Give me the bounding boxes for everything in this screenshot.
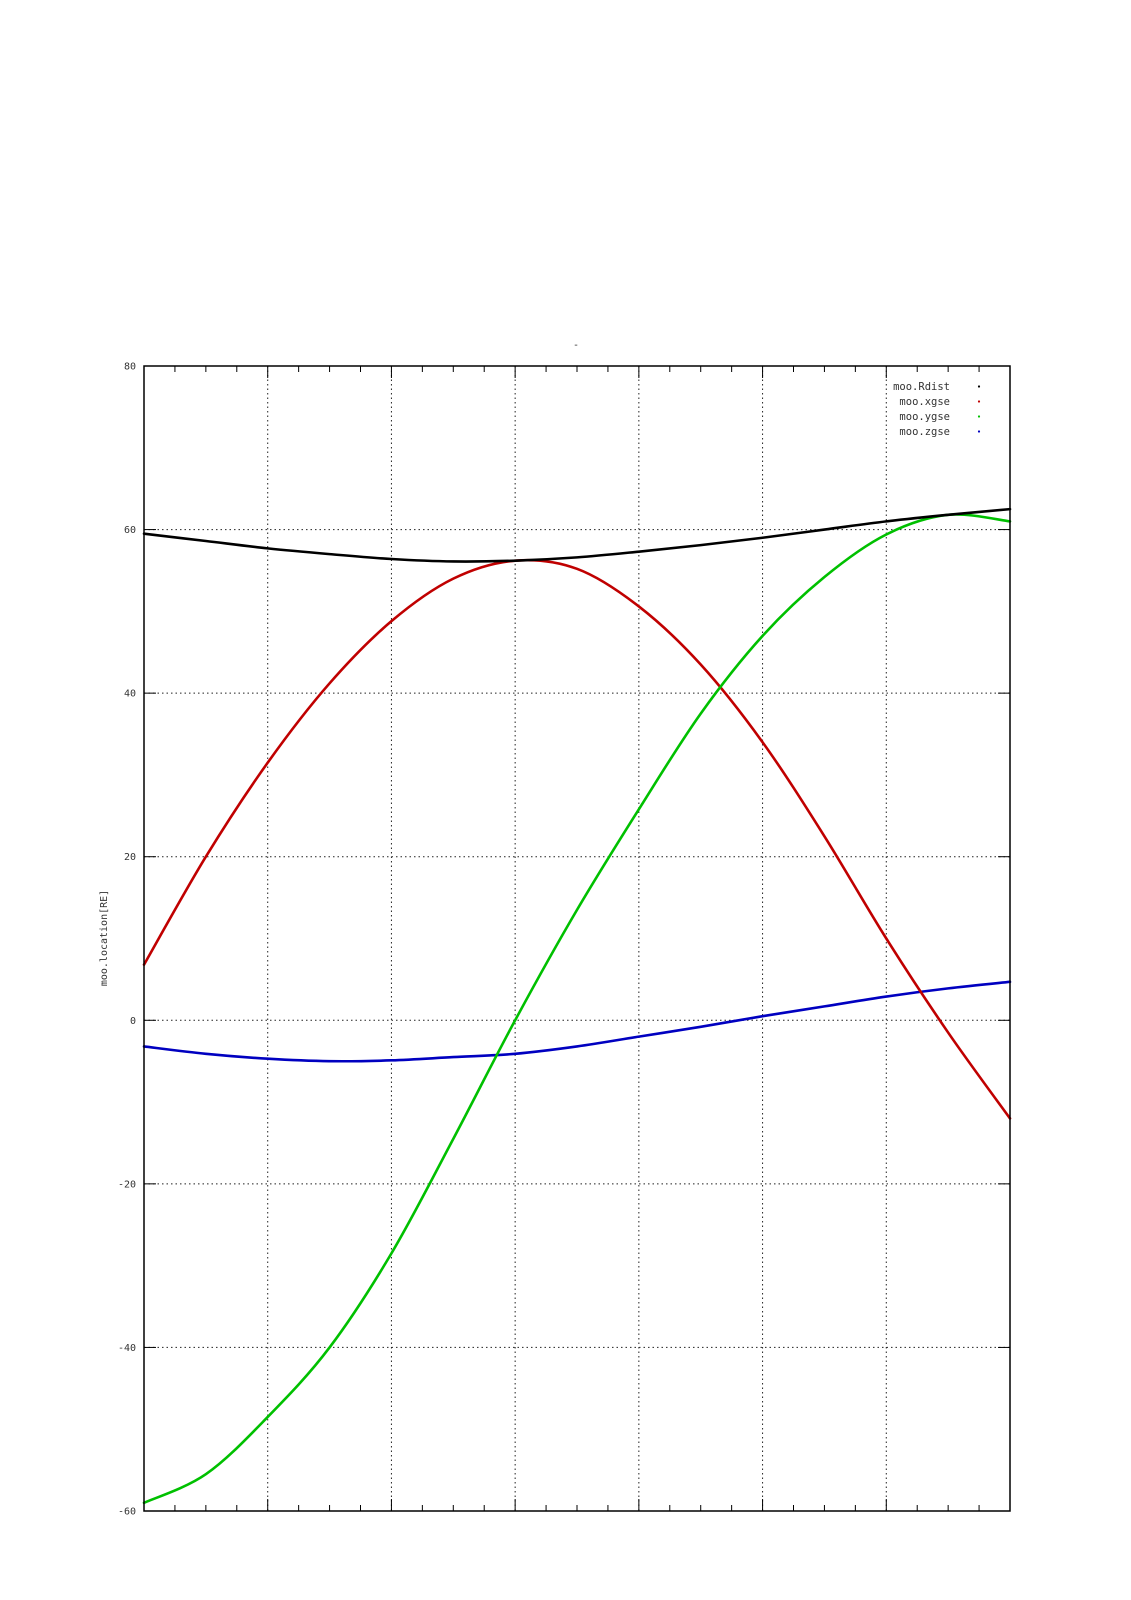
series-line-moo-xgse — [142, 558, 1012, 1120]
series-layer — [142, 507, 1012, 1505]
legend: moo.Rdist moo.xgse moo.ygse moo.zgse — [893, 381, 981, 438]
legend-marker — [977, 400, 981, 403]
series-line-moo-ygse — [142, 513, 1012, 1505]
series-line-moo-zgse — [142, 980, 1012, 1063]
legend-marker — [977, 415, 981, 418]
y-tick-label: -60 — [118, 1507, 136, 1518]
legend-label: moo.ygse — [899, 411, 950, 423]
grid-layer — [144, 366, 1010, 1511]
legend-label: moo.zgse — [899, 426, 950, 438]
plot-frame — [143, 365, 1011, 1512]
chart-title-mark: - — [573, 340, 579, 351]
tick-layer: -60 -40 -20 0 20 40 60 80 — [118, 362, 1011, 1518]
legend-label: moo.Rdist — [893, 381, 950, 393]
y-tick-label: 0 — [130, 1016, 136, 1027]
legend-marker — [977, 385, 981, 388]
y-tick-label: 20 — [124, 852, 136, 863]
y-tick-label: 40 — [124, 689, 136, 700]
y-tick-label: -20 — [118, 1179, 136, 1190]
legend-label: moo.xgse — [899, 396, 950, 408]
y-tick-label: 60 — [124, 525, 136, 536]
legend-marker — [977, 430, 981, 433]
y-tick-label: -40 — [118, 1343, 136, 1354]
y-axis-label: moo.location[RE] — [99, 890, 110, 986]
y-tick-label: 80 — [124, 362, 136, 373]
series-line-moo-rdist — [142, 507, 1012, 563]
